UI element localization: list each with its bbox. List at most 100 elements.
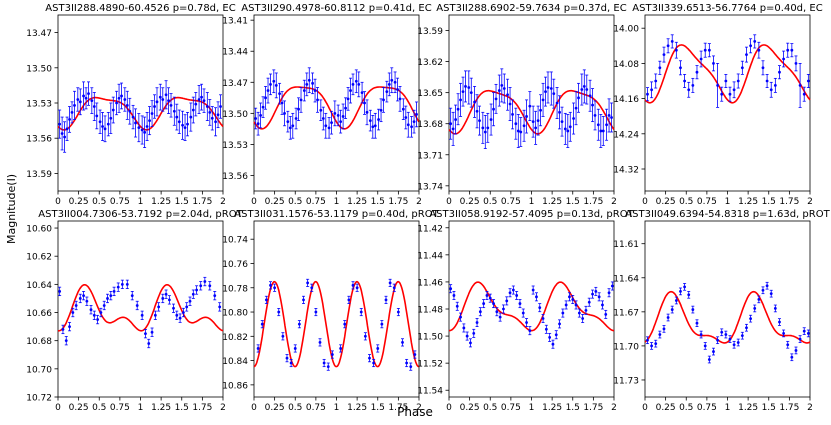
data-point	[610, 281, 614, 291]
point-marker	[289, 361, 293, 365]
data-point	[531, 285, 535, 295]
point-marker	[508, 102, 512, 106]
panel-title: AST3II288.6902-59.7634 p=0.37d, EC	[436, 3, 626, 14]
data-point	[183, 114, 187, 141]
point-marker	[372, 361, 376, 365]
data-point	[468, 338, 472, 348]
data-point	[744, 46, 748, 63]
point-marker	[461, 90, 465, 94]
data-point	[650, 342, 654, 350]
point-marker	[410, 125, 413, 129]
x-tick-label: 1.5	[566, 197, 580, 207]
data-point	[610, 102, 614, 133]
data-point	[372, 358, 376, 368]
point-marker	[757, 297, 761, 301]
data-point	[699, 50, 703, 68]
data-point	[455, 301, 459, 311]
data-point	[761, 286, 765, 295]
point-marker	[478, 119, 481, 122]
data-point	[485, 290, 489, 300]
data-point	[483, 115, 487, 149]
point-marker	[516, 129, 520, 133]
data-point	[449, 284, 453, 294]
point-marker	[339, 347, 343, 350]
panel-title: AST3II058.9192-57.4095 p=0.13d, pROT	[429, 209, 634, 220]
y-tick-label: 13.59	[417, 27, 443, 37]
data-point	[794, 55, 798, 72]
data-point	[605, 108, 609, 141]
data-point	[371, 115, 375, 139]
data-point	[277, 307, 281, 317]
x-tick-label: 1.5	[762, 197, 776, 207]
data-point	[401, 98, 405, 120]
data-point	[115, 90, 119, 116]
panel-title: AST3II049.6394-54.8318 p=1.63d, pROT	[625, 209, 830, 220]
point-marker	[452, 294, 456, 297]
point-marker	[794, 349, 798, 352]
data-point	[63, 121, 67, 153]
point-marker	[601, 303, 604, 307]
x-tick-label: 1.5	[762, 403, 776, 413]
data-point	[274, 72, 278, 99]
data-point	[363, 332, 367, 341]
data-point	[84, 87, 88, 110]
point-marker	[687, 88, 691, 92]
data-point	[191, 289, 195, 299]
point-marker	[82, 294, 85, 298]
point-marker	[541, 98, 545, 102]
data-point	[82, 81, 86, 111]
point-marker	[753, 307, 757, 310]
data-point	[153, 310, 157, 320]
data-point	[376, 344, 380, 353]
point-marker	[778, 70, 781, 74]
panel-4: AST3II339.6513-56.7764 p=0.40d, EC 14.00 1…	[613, 3, 822, 207]
data-point	[662, 325, 666, 333]
x-tick-label: 1.25	[542, 197, 562, 207]
point-marker	[492, 107, 495, 111]
point-marker	[662, 327, 666, 331]
point-marker	[406, 123, 410, 127]
point-marker	[200, 95, 203, 99]
point-marker	[203, 280, 207, 283]
point-marker	[712, 350, 715, 353]
data-point	[539, 94, 543, 127]
data-point	[670, 305, 674, 314]
data-point	[95, 102, 99, 130]
x-tick-label: 1.25	[738, 197, 758, 207]
data-point	[790, 353, 794, 362]
data-point	[782, 50, 786, 68]
point-marker	[591, 292, 594, 296]
x-tick-label: 1.5	[566, 403, 580, 413]
data-point	[393, 71, 397, 94]
point-marker	[280, 101, 284, 105]
data-point	[306, 278, 310, 287]
data-point	[297, 97, 301, 121]
x-tick-label: 0.5	[92, 197, 106, 207]
x-tick-label: 0.5	[92, 403, 106, 413]
point-marker	[161, 297, 165, 300]
y-tick-label: 13.71	[417, 151, 443, 161]
point-marker	[469, 341, 472, 345]
data-point	[58, 109, 62, 139]
data-point	[711, 347, 715, 356]
data-point	[200, 83, 204, 111]
x-tick-label: 1.25	[738, 403, 758, 413]
data-point	[753, 304, 757, 313]
data-point	[111, 96, 115, 124]
data-point	[678, 287, 682, 296]
point-marker	[607, 114, 611, 117]
data-point	[728, 335, 732, 343]
x-tick-label: 2	[416, 403, 422, 413]
point-marker	[401, 340, 404, 344]
point-marker	[175, 313, 179, 317]
point-marker	[84, 96, 88, 100]
y-tick-label: 10.80	[222, 309, 248, 319]
point-marker	[724, 333, 728, 336]
data-point	[313, 78, 317, 103]
y-tick-label: 13.59	[26, 170, 52, 180]
point-marker	[98, 120, 102, 124]
data-point	[552, 78, 556, 109]
point-marker	[87, 92, 90, 96]
data-point	[574, 91, 578, 126]
data-point	[339, 109, 343, 134]
